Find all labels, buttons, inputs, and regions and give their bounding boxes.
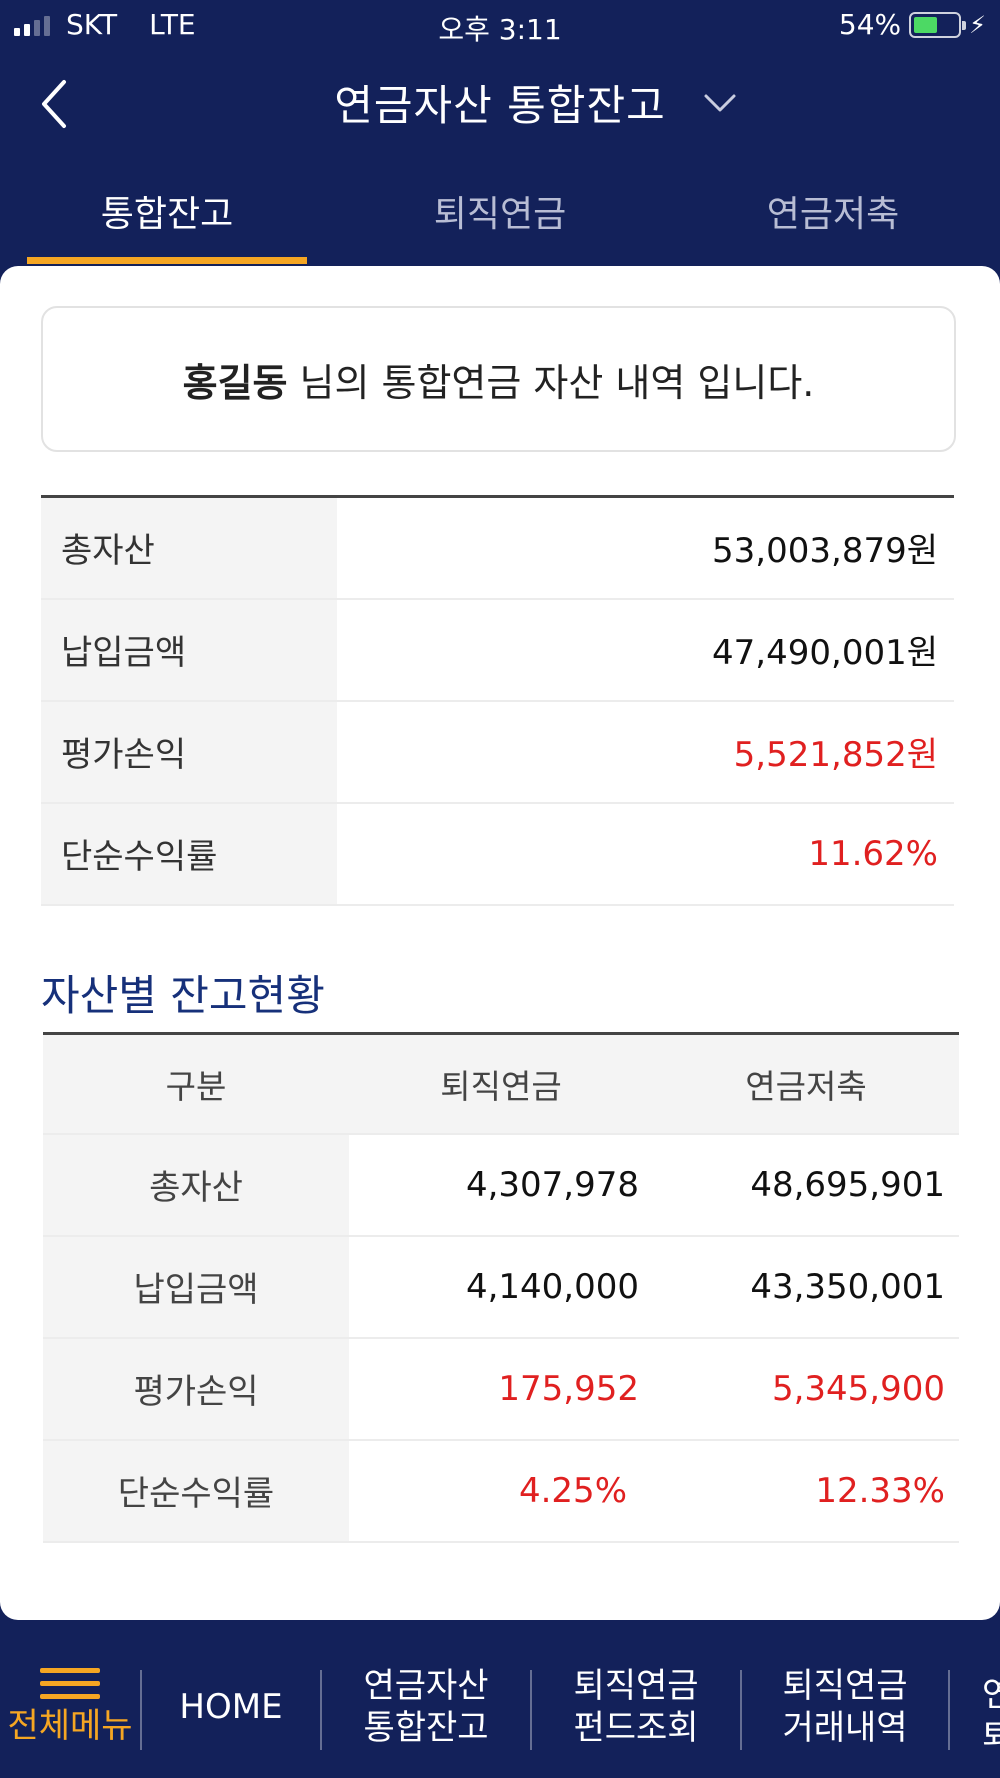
menu-fund-inquiry[interactable]: 퇴직연금 펀드조회	[532, 1636, 740, 1778]
battery-icon	[909, 11, 967, 38]
signal-icon	[14, 14, 50, 36]
tab-retirement-pension[interactable]: 퇴직연금	[433, 194, 567, 235]
back-button[interactable]	[36, 74, 86, 134]
menu-divider	[948, 1670, 950, 1750]
retirement-value: 4,140,000	[349, 1235, 653, 1339]
bottom-menu-bar: 전체메뉴 HOME 연금자산 통합잔고 퇴직연금 펀드조회 퇴직연금 거래내역 …	[0, 1636, 1000, 1778]
menu-label-line1: 퇴직연금	[782, 1666, 908, 1706]
battery-percent: 54%	[838, 8, 902, 41]
menu-divider	[140, 1670, 142, 1750]
menu-divider	[320, 1670, 322, 1750]
paid-amount-value: 47,490,001원	[337, 598, 954, 702]
retirement-value: 4,307,978	[349, 1133, 653, 1237]
summary-table: 총자산 53,003,879원 납입금액 47,490,001원 평가손익 5,…	[41, 495, 954, 906]
table-row: 총자산 53,003,879원	[41, 496, 954, 600]
row-label: 평가손익	[41, 700, 337, 804]
menu-label-line2: 퇴	[982, 1717, 1000, 1757]
network-label: LTE	[149, 8, 196, 41]
greeting-box: 홍길동 님의 통합연금 자산 내역 입니다.	[41, 306, 956, 452]
section-title: 자산별 잔고현황	[41, 971, 325, 1020]
menu-divider	[530, 1670, 532, 1750]
page-title: 연금자산 통합잔고	[334, 81, 666, 130]
savings-value: 43,350,001	[653, 1235, 959, 1339]
savings-value: 48,695,901	[653, 1133, 959, 1237]
column-header: 퇴직연금	[349, 1033, 653, 1135]
tab-integrated-balance[interactable]: 통합잔고	[100, 194, 234, 235]
row-label: 총자산	[43, 1133, 349, 1237]
savings-value: 12.33%	[653, 1439, 959, 1543]
tab-bar: 통합잔고 퇴직연금 연금저축	[0, 175, 1000, 265]
all-menu-label: 전체메뉴	[7, 1705, 133, 1746]
return-rate-value: 11.62%	[337, 802, 954, 906]
table-row: 단순수익률 11.62%	[41, 802, 954, 906]
charging-icon: ⚡	[969, 10, 986, 39]
chevron-down-icon	[704, 94, 736, 112]
menu-label-line1: 연금자산	[363, 1666, 489, 1706]
table-row: 총자산 4,307,978 48,695,901	[43, 1133, 959, 1237]
chevron-left-icon	[42, 80, 66, 128]
asset-balance-table: 구분 퇴직연금 연금저축 총자산 4,307,978 48,695,901 납입…	[43, 1032, 959, 1543]
column-header: 구분	[43, 1033, 349, 1135]
table-row: 단순수익률 4.25% 12.33%	[43, 1439, 959, 1543]
table-header-row: 구분 퇴직연금 연금저축	[43, 1033, 959, 1135]
menu-divider	[740, 1670, 742, 1750]
status-bar: SKT LTE 오후 3:11 54% ⚡	[0, 0, 1000, 52]
retirement-value: 4.25%	[349, 1439, 653, 1543]
row-label: 총자산	[41, 496, 337, 600]
valuation-gain-value: 5,521,852원	[337, 700, 954, 804]
menu-next-item-partial[interactable]: 연 퇴	[982, 1674, 1000, 1758]
title-dropdown-button[interactable]	[700, 88, 740, 118]
all-menu-button[interactable]: 전체메뉴	[0, 1636, 140, 1778]
row-label: 평가손익	[43, 1337, 349, 1441]
row-label: 단순수익률	[43, 1439, 349, 1543]
menu-label-line2: 거래내역	[782, 1708, 908, 1748]
menu-label-line1: 연	[982, 1675, 1000, 1715]
savings-value: 5,345,900	[653, 1337, 959, 1441]
table-row: 평가손익 175,952 5,345,900	[43, 1337, 959, 1441]
menu-label-line2: 펀드조회	[573, 1708, 699, 1748]
tab-pension-savings[interactable]: 연금저축	[766, 194, 900, 235]
hamburger-icon	[40, 1667, 100, 1699]
carrier-label: SKT	[66, 8, 118, 41]
column-header: 연금저축	[653, 1033, 959, 1135]
menu-label-line2: 통합잔고	[363, 1708, 489, 1748]
nav-header: 연금자산 통합잔고	[0, 52, 1000, 152]
home-button[interactable]: HOME	[142, 1636, 320, 1778]
retirement-value: 175,952	[349, 1337, 653, 1441]
table-row: 납입금액 47,490,001원	[41, 598, 954, 702]
total-assets-value: 53,003,879원	[337, 496, 954, 600]
table-row: 평가손익 5,521,852원	[41, 700, 954, 804]
content-card: 홍길동 님의 통합연금 자산 내역 입니다. 총자산 53,003,879원 납…	[0, 266, 1000, 1620]
greeting-text: 님의 통합연금 자산 내역 입니다.	[299, 360, 815, 405]
row-label: 단순수익률	[41, 802, 337, 906]
clock: 오후 3:11	[438, 13, 562, 46]
user-name: 홍길동	[182, 360, 288, 405]
table-row: 납입금액 4,140,000 43,350,001	[43, 1235, 959, 1339]
row-label: 납입금액	[43, 1235, 349, 1339]
active-tab-indicator	[27, 257, 307, 264]
menu-transaction-history[interactable]: 퇴직연금 거래내역	[742, 1636, 948, 1778]
home-label: HOME	[179, 1687, 283, 1727]
menu-integrated-balance[interactable]: 연금자산 통합잔고	[322, 1636, 530, 1778]
row-label: 납입금액	[41, 598, 337, 702]
menu-label-line1: 퇴직연금	[573, 1666, 699, 1706]
